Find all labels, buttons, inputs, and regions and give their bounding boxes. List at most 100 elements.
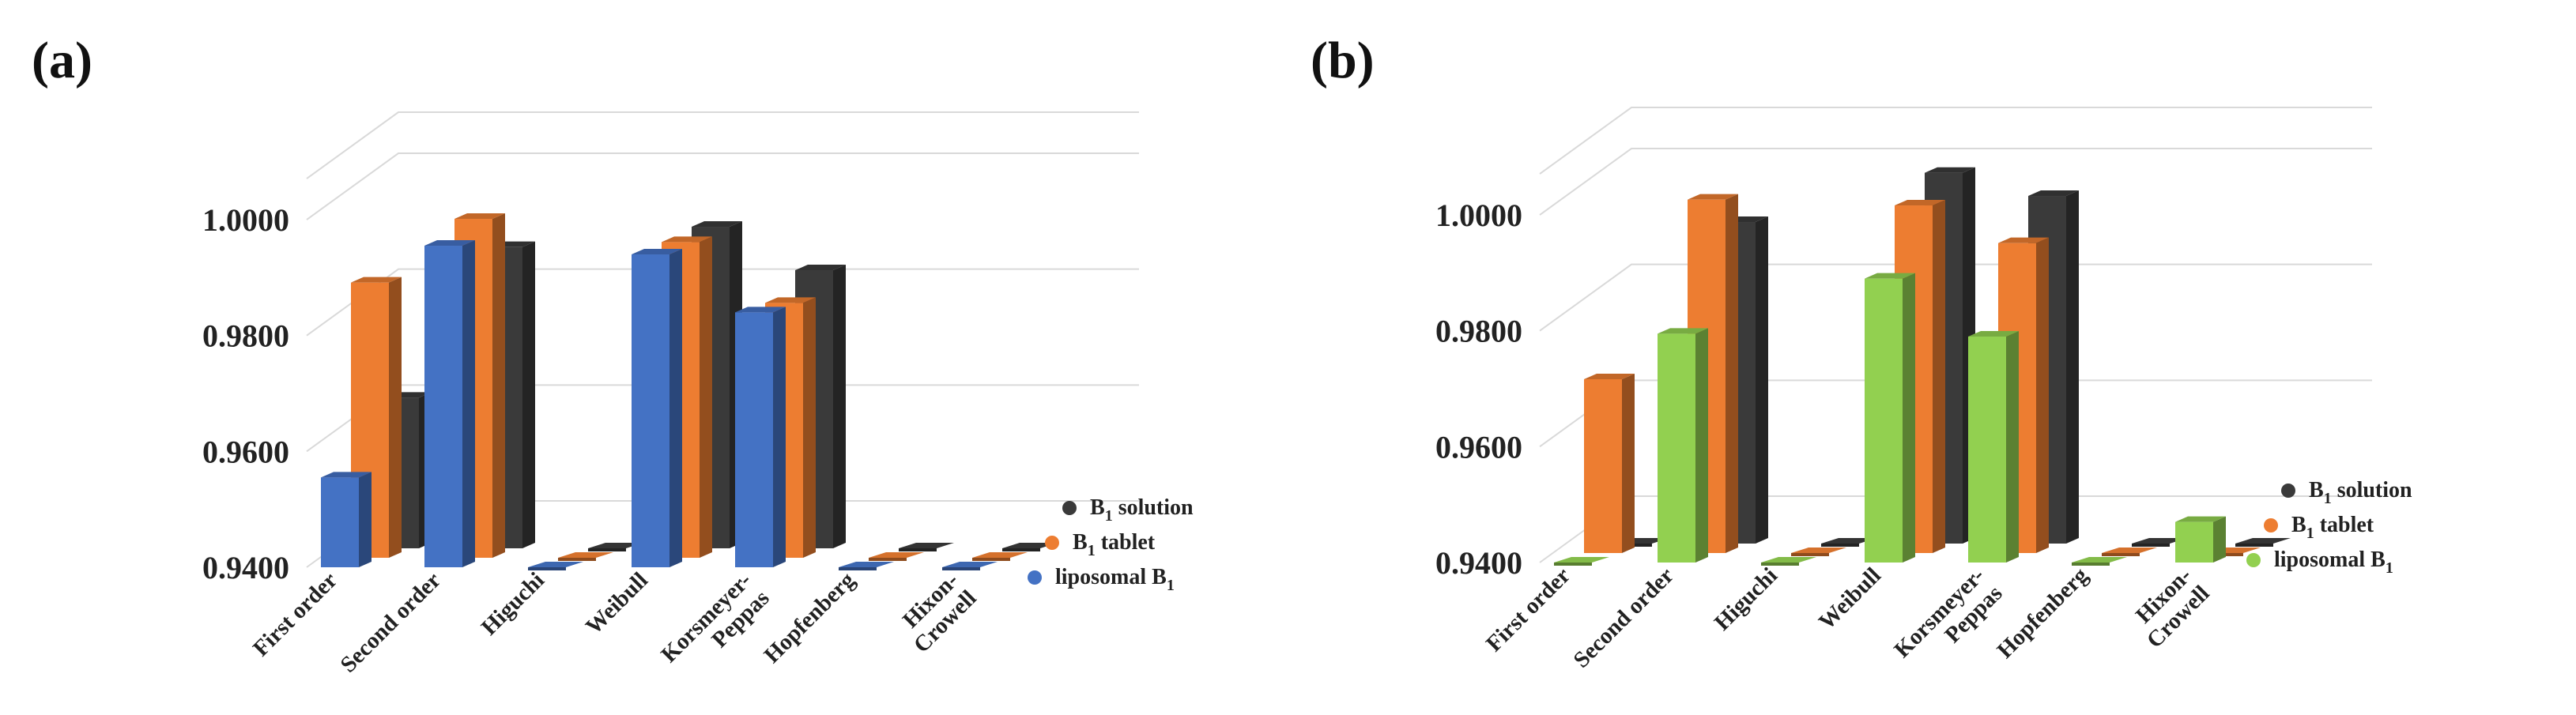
bar-flat-edge bbox=[1554, 563, 1592, 566]
bar-liposomal_a-4 bbox=[735, 307, 786, 567]
legend-text: B bbox=[2291, 513, 2306, 537]
bar-side bbox=[1622, 374, 1635, 553]
legend-text-rest: tablet bbox=[1096, 530, 1156, 555]
legend-label-tablet: B1 tablet bbox=[2291, 513, 2374, 542]
x-tick-label-line: Second order bbox=[1569, 563, 1679, 672]
y-tick-label: 0.9400 bbox=[202, 550, 289, 585]
bar-tablet-5 bbox=[2102, 548, 2157, 556]
bar-flat-edge bbox=[972, 558, 1010, 561]
x-tick-label: Hixon-Crowell bbox=[2124, 563, 2214, 653]
bar-solution-6 bbox=[2235, 538, 2291, 547]
legend-label-liposomal_a: liposomal B1 bbox=[1055, 565, 1175, 594]
legend-marker-solution bbox=[1062, 501, 1077, 515]
y-tick-label: 1.0000 bbox=[202, 202, 289, 238]
bar-liposomal_a-2 bbox=[528, 562, 583, 570]
legend-label-solution: B1 solution bbox=[2309, 478, 2412, 507]
bar-flat-edge bbox=[1761, 563, 1799, 566]
bar-flat-tile bbox=[2102, 548, 2157, 553]
panel-label: (b) bbox=[1311, 32, 1375, 89]
x-tick-label: Hixon-Crowell bbox=[891, 567, 981, 657]
bar-flat-edge bbox=[528, 567, 566, 570]
bar-front bbox=[1865, 278, 1903, 563]
bar-flat-tile bbox=[558, 552, 613, 558]
bar-top bbox=[424, 240, 475, 246]
bar-top bbox=[632, 249, 682, 255]
x-tick-label: Weibull bbox=[581, 567, 653, 639]
gridline bbox=[306, 268, 1139, 337]
bar-side bbox=[1726, 194, 1738, 553]
bar-side bbox=[833, 265, 846, 548]
bar-flat-tile bbox=[1761, 557, 1816, 563]
bar-liposomal_b-3 bbox=[1865, 273, 1915, 563]
bar-side bbox=[492, 213, 505, 558]
legend-subscript: 1 bbox=[2386, 559, 2393, 577]
gridline bbox=[306, 111, 1139, 179]
x-tick-label: Second order bbox=[336, 567, 446, 677]
bar-liposomal_a-1 bbox=[424, 240, 475, 567]
panel-label: (a) bbox=[32, 32, 92, 89]
bar-liposomal_a-6 bbox=[942, 562, 998, 570]
bar-tablet-6 bbox=[972, 552, 1028, 561]
bar-side bbox=[2066, 190, 2079, 544]
bar-front bbox=[2175, 521, 2213, 563]
bar-top bbox=[1658, 328, 1708, 334]
bar-liposomal_b-4 bbox=[1968, 331, 2019, 563]
legend-text-rest: solution bbox=[1113, 495, 1194, 520]
bar-side bbox=[462, 240, 475, 567]
x-tick-label-line: Weibull bbox=[1814, 563, 1886, 634]
x-tick-label: Korsmeyer-Peppas bbox=[656, 567, 774, 685]
bar-top bbox=[735, 307, 786, 313]
y-tick-label: 0.9600 bbox=[1435, 429, 1522, 465]
bar-top bbox=[1688, 194, 1738, 200]
bar-top bbox=[321, 472, 372, 478]
bar-flat-tile bbox=[869, 552, 924, 558]
bar-top bbox=[662, 236, 712, 243]
gridline bbox=[1539, 263, 2372, 332]
bar-side bbox=[1933, 200, 1945, 553]
bar-top bbox=[2175, 516, 2226, 522]
x-tick-label: Hopfenberg bbox=[1993, 563, 2094, 664]
x-tick-label: Higuchi bbox=[477, 567, 549, 640]
legend-marker-tablet bbox=[1045, 536, 1059, 550]
bar-liposomal_b-2 bbox=[1761, 557, 1816, 566]
bar-tablet-0 bbox=[1584, 374, 1635, 553]
legend-label-solution: B1 solution bbox=[1090, 495, 1194, 525]
bar-tablet-2 bbox=[1791, 548, 1846, 556]
bar-flat-tile bbox=[1791, 548, 1846, 553]
bar-flat-edge bbox=[2102, 553, 2140, 556]
bar-flat-tile bbox=[1554, 557, 1609, 563]
bar-flat-edge bbox=[588, 548, 626, 551]
legend-text: liposomal B bbox=[2274, 548, 2386, 572]
bar-liposomal_b-0 bbox=[1554, 557, 1609, 566]
bar-liposomal_a-5 bbox=[839, 562, 894, 570]
bar-flat-edge bbox=[2072, 563, 2110, 566]
bar-top bbox=[1865, 273, 1915, 279]
gridline bbox=[1539, 148, 2372, 216]
bar-top bbox=[454, 213, 505, 220]
bar-flat-tile bbox=[528, 562, 583, 567]
bar-top bbox=[1998, 237, 2049, 243]
bar-side bbox=[2006, 331, 2019, 563]
bar-front bbox=[321, 477, 359, 567]
legend-text: liposomal B bbox=[1055, 565, 1167, 589]
bar-flat-tile bbox=[972, 552, 1028, 558]
bar-front bbox=[1658, 333, 1695, 563]
bar-side bbox=[1903, 273, 1915, 563]
bar-side bbox=[2036, 237, 2049, 553]
x-tick-label: Higuchi bbox=[1710, 563, 1782, 635]
bar-side bbox=[359, 472, 372, 567]
x-tick-label-line: Weibull bbox=[581, 567, 653, 639]
bar-front bbox=[424, 246, 462, 567]
bar-solution-2 bbox=[1821, 538, 1876, 547]
x-tick-label-line: Second order bbox=[336, 567, 446, 677]
legend-marker-liposomal_a bbox=[1028, 570, 1042, 585]
bar-side bbox=[669, 249, 682, 567]
bar-front bbox=[735, 312, 773, 567]
bar-solution-5 bbox=[899, 543, 954, 551]
x-tick-label-line: Hopfenberg bbox=[1993, 563, 2094, 664]
bar-flat-tile bbox=[2235, 538, 2291, 544]
legend-label-tablet: B1 tablet bbox=[1073, 530, 1156, 559]
x-tick-label: Second order bbox=[1569, 563, 1679, 672]
bar-top bbox=[1895, 200, 1945, 206]
